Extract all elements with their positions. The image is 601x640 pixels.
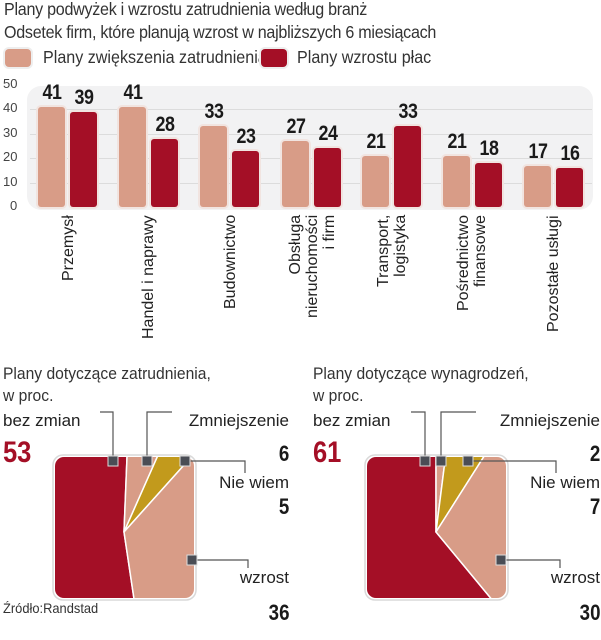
bar-employment: [362, 155, 389, 207]
value-increase: 30: [579, 600, 600, 625]
value-no-change: 53: [3, 436, 32, 469]
pie-chart-wages: Plany dotyczące wynagrodzeń, w proc. bez…: [300, 360, 601, 640]
pie-graphic: [364, 411, 561, 601]
pie-chart-employment: Plany dotyczące zatrudnienia, w proc. be…: [0, 360, 300, 640]
bar-wages: [556, 167, 583, 207]
y-tick-label: 0: [10, 198, 18, 213]
y-tick-label: 50: [3, 76, 18, 91]
gridline: [30, 133, 592, 135]
leader-line: [146, 411, 172, 456]
bar-wages: [314, 148, 341, 207]
category-label: Pozostałe usługi: [544, 215, 562, 332]
leader-line: [100, 411, 114, 456]
marker-square: [141, 455, 153, 467]
pie-title-line2: w proc.: [313, 386, 364, 405]
label-increase: wzrost: [239, 568, 289, 587]
category-label: Handel i naprawy: [139, 215, 157, 339]
leader-line: [190, 460, 246, 473]
bar-wages: [475, 163, 502, 207]
bar-wages: [394, 126, 421, 207]
bar-employment: [524, 165, 551, 207]
y-tick-label: 40: [3, 100, 18, 116]
bar-value-label: 21: [446, 129, 466, 153]
marker-square: [462, 455, 474, 467]
bar-value-label: 41: [122, 80, 142, 104]
value-decrease: 2: [589, 441, 600, 466]
value-unknown: 7: [589, 494, 600, 519]
bar-value-label: 17: [527, 139, 547, 163]
label-no-change: bez zmian: [313, 411, 391, 430]
legend-swatch-employment: [5, 49, 31, 67]
bar-wages: [151, 138, 178, 207]
y-tick-label: 30: [3, 124, 18, 140]
marker-square: [186, 554, 198, 566]
bar-value-label: 41: [41, 80, 61, 104]
bar-employment: [38, 106, 65, 207]
bar-employment: [282, 141, 309, 207]
bar-employment: [443, 155, 470, 207]
category-label: Budownictwo: [221, 214, 239, 309]
value-unknown: 5: [278, 494, 289, 519]
bar-value-label: 27: [285, 115, 305, 139]
y-tick-label: 20: [3, 149, 18, 165]
bar-value-label: 39: [73, 85, 93, 109]
bar-wages: [70, 111, 97, 207]
gridline: [30, 182, 592, 184]
bar-value-label: 16: [559, 141, 579, 165]
bar-employment: [200, 126, 227, 207]
gridline: [30, 109, 592, 111]
bar-value-label: 33: [203, 100, 223, 124]
source-note: Źródło:Randstad: [3, 600, 99, 616]
marker-square: [435, 455, 447, 467]
marker-square: [419, 455, 431, 467]
gridline: [30, 158, 592, 160]
y-tick-label: 10: [3, 173, 18, 189]
bar-chart: 0 10 20 30 40 50 41 39 41 28 33 23 27 24 21 33 21 18 17 16…: [3, 76, 593, 339]
leader-line: [440, 411, 476, 456]
bar-employment: [119, 106, 146, 207]
bar-wages: [232, 150, 259, 207]
legend-label-wages: Plany wzrostu płac: [297, 47, 432, 67]
category-label: Transport, logistyka: [375, 214, 409, 287]
label-decrease: Zmniejszenie: [499, 411, 600, 430]
plot-background: [27, 86, 593, 210]
leader-line: [197, 559, 249, 568]
legend-label-employment: Plany zwiększenia zatrudnienia: [43, 47, 267, 67]
category-label: Przemysł: [59, 215, 77, 281]
leader-line: [473, 460, 557, 473]
label-increase: wzrost: [550, 568, 600, 587]
chart-title: Plany podwyżek i wzrostu zatrudnienia we…: [4, 0, 367, 19]
label-no-change: bez zmian: [3, 411, 81, 430]
marker-square: [495, 554, 507, 566]
leader-line: [506, 559, 561, 568]
value-no-change: 61: [313, 436, 342, 469]
marker-square: [179, 455, 191, 467]
bar-value-label: 28: [154, 112, 174, 136]
legend-swatch-wages: [261, 49, 287, 67]
pie-graphic: [52, 411, 249, 601]
value-decrease: 6: [278, 441, 289, 466]
label-decrease: Zmniejszenie: [188, 411, 289, 430]
leader-line: [411, 411, 426, 456]
value-increase: 36: [268, 600, 289, 625]
bar-value-label: 33: [397, 100, 417, 124]
marker-square: [107, 455, 119, 467]
bar-value-label: 18: [478, 137, 498, 161]
category-label: Pośrednictwo finansowe: [455, 214, 489, 311]
pie-title-line1: Plany dotyczące zatrudnienia,: [3, 364, 211, 383]
category-label: Obsługa nieruchomości i firm: [286, 214, 338, 318]
label-unknown: Nie wiem: [530, 473, 600, 492]
label-unknown: Nie wiem: [219, 473, 289, 492]
pie-title-line1: Plany dotyczące wynagrodzeń,: [313, 364, 529, 383]
bar-value-label: 21: [365, 129, 385, 153]
pie-title-line2: w proc.: [3, 386, 54, 405]
chart-subtitle: Odsetek firm, które planują wzrost w naj…: [4, 22, 437, 42]
bar-value-label: 23: [235, 124, 255, 148]
bar-value-label: 24: [317, 122, 337, 146]
